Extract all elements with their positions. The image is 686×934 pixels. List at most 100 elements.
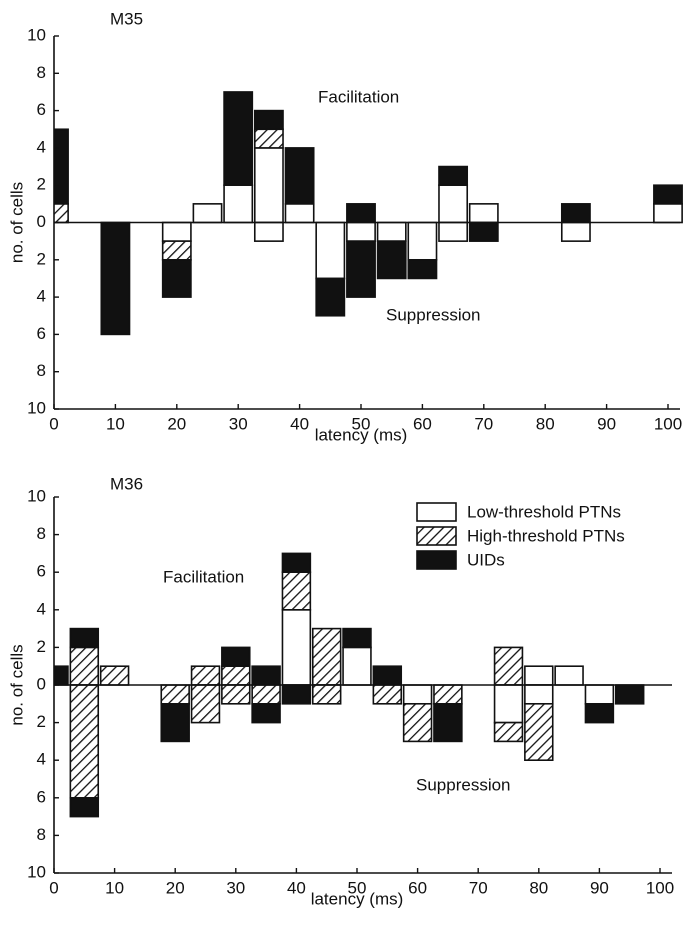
bar-segment xyxy=(69,684,100,799)
annotation: Suppression xyxy=(386,305,481,324)
y-tick-label: 2 xyxy=(37,249,46,268)
bar-segment xyxy=(251,684,281,705)
y-tick-label: 2 xyxy=(37,712,46,731)
y-tick-label: 0 xyxy=(37,212,46,231)
bar-segment xyxy=(560,203,591,224)
bar-segment xyxy=(376,240,407,280)
bar-segment xyxy=(251,702,281,724)
legend-swatch xyxy=(416,550,457,570)
bar-segment xyxy=(402,702,433,743)
y-tick-label: 10 xyxy=(27,25,46,44)
bar-segment xyxy=(346,240,376,298)
x-tick-label: 100 xyxy=(646,878,674,897)
x-tick-label: 100 xyxy=(654,414,682,433)
x-tick-label: 50 xyxy=(348,878,367,897)
bar-segment xyxy=(407,258,438,280)
bar-segment xyxy=(614,684,645,705)
legend-label: UIDs xyxy=(467,550,505,569)
bar-segment xyxy=(315,221,346,280)
y-tick-label: 6 xyxy=(37,562,46,581)
panel-title: M36 xyxy=(110,474,143,493)
bar-segment xyxy=(438,165,469,187)
y-tick-label: 4 xyxy=(37,137,46,156)
bar-segment xyxy=(493,721,524,743)
bar-segment xyxy=(99,665,130,686)
bar-segment xyxy=(653,184,683,205)
y-tick-label: 0 xyxy=(37,674,46,693)
bar-segment xyxy=(223,184,254,224)
bar-segment xyxy=(284,203,315,224)
bar-segment xyxy=(221,646,251,668)
x-tick-label: 70 xyxy=(474,414,493,433)
x-tick-label: 40 xyxy=(287,878,306,897)
bar-segment xyxy=(342,627,372,649)
bar-segment xyxy=(468,221,499,242)
x-axis-label: latency (ms) xyxy=(315,425,408,444)
y-tick-label: 10 xyxy=(27,398,46,417)
y-axis-label: no. of cells xyxy=(7,644,26,725)
y-tick-label: 6 xyxy=(37,324,46,343)
bar-segment xyxy=(342,646,372,686)
x-tick-label: 60 xyxy=(413,414,432,433)
y-tick-label: 8 xyxy=(37,825,46,844)
bar-segment xyxy=(284,147,315,205)
x-tick-label: 60 xyxy=(408,878,427,897)
bar-segment xyxy=(69,646,100,686)
x-tick-label: 80 xyxy=(536,414,555,433)
x-tick-label: 50 xyxy=(352,414,371,433)
bar-segment xyxy=(251,665,281,686)
x-tick-label: 20 xyxy=(167,414,186,433)
bar-segment xyxy=(438,221,469,242)
bars xyxy=(54,91,683,336)
bar-segment xyxy=(311,627,342,686)
legend-swatch xyxy=(416,502,457,522)
bar-segment xyxy=(100,221,131,336)
panel-title: M35 xyxy=(110,9,143,28)
bar-segment xyxy=(190,684,221,724)
bar-segment xyxy=(376,221,407,242)
x-tick-label: 20 xyxy=(166,878,185,897)
annotation: Facilitation xyxy=(163,567,244,586)
bar-segment xyxy=(584,684,615,705)
bar-segment xyxy=(372,684,403,705)
bar-segment xyxy=(433,702,463,743)
bar-segment xyxy=(161,258,192,298)
legend-swatch xyxy=(416,526,457,546)
y-tick-label: 6 xyxy=(37,787,46,806)
bar-segment xyxy=(190,665,221,686)
bar-segment xyxy=(161,221,192,242)
bar-segment xyxy=(311,684,342,705)
bar-segment xyxy=(524,665,554,686)
x-tick-label: 0 xyxy=(49,878,58,897)
bar-segment xyxy=(161,240,192,261)
y-tick-label: 2 xyxy=(37,637,46,656)
y-axis-label: no. of cells xyxy=(7,182,26,263)
y-tick-label: 8 xyxy=(37,361,46,380)
x-tick-label: 80 xyxy=(529,878,548,897)
y-tick-label: 8 xyxy=(37,524,46,543)
annotation: Facilitation xyxy=(318,87,399,106)
bar-segment xyxy=(281,684,312,705)
bar-segment xyxy=(407,221,438,261)
y-tick-label: 4 xyxy=(37,750,46,769)
bar-segment xyxy=(221,665,251,686)
x-tick-label: 70 xyxy=(469,878,488,897)
bar-segment xyxy=(653,203,683,224)
bar-segment xyxy=(160,684,190,705)
bar-segment xyxy=(493,684,524,724)
bar-segment xyxy=(281,571,312,611)
legend-label: High-threshold PTNs xyxy=(467,526,625,545)
bar-segment xyxy=(554,665,584,686)
bar-segment xyxy=(253,109,284,131)
x-tick-label: 10 xyxy=(105,878,124,897)
bar-segment xyxy=(281,608,312,686)
bar-segment xyxy=(69,627,100,649)
legend-label: Low-threshold PTNs xyxy=(467,502,621,521)
bar-segment xyxy=(221,684,251,705)
x-tick-label: 30 xyxy=(229,414,248,433)
bar-segment xyxy=(493,646,524,686)
x-tick-label: 10 xyxy=(106,414,125,433)
bar-segment xyxy=(438,184,469,224)
bar-segment xyxy=(402,684,433,705)
